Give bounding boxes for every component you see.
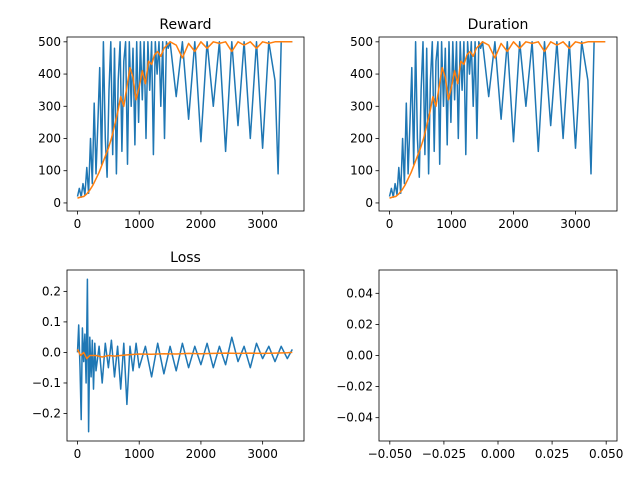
loss-frame [66, 269, 305, 442]
loss-xtick-label: 1000 [124, 447, 155, 461]
reward-ytick-label: 400 [38, 67, 61, 81]
empty-ytick-label: −0.02 [336, 380, 373, 394]
reward-axes: 0 1000 2000 3000 0 100 200 300 400 500 Reward [38, 17, 305, 231]
reward-ytick-label: 200 [38, 132, 61, 146]
loss-ytick-label: −0.1 [32, 376, 61, 390]
duration-frame [378, 36, 618, 212]
loss-xtick-label: 3000 [247, 447, 278, 461]
loss-ytick-label: 0.1 [42, 315, 61, 329]
empty-axes: −0.050 −0.025 0.000 0.025 0.050 −0.04 −0.02 0.0… [336, 269, 623, 461]
reward-title: Reward [159, 17, 211, 33]
empty-ytick-label: −0.04 [336, 411, 373, 425]
empty-ytick-label: 0.00 [346, 349, 373, 363]
duration-xtick-label: 2000 [498, 217, 529, 231]
empty-xtick-label: −0.050 [368, 447, 412, 461]
duration-series-raw-line [388, 41, 606, 198]
empty-xtick-label: 0.000 [481, 447, 515, 461]
reward-xtick-label: 3000 [247, 217, 278, 231]
loss-title: Loss [170, 250, 201, 266]
duration-ytick-label: 300 [350, 99, 373, 113]
duration-ytick-label: 400 [350, 67, 373, 81]
empty-xtick-label: −0.025 [422, 447, 466, 461]
reward-xtick-label: 2000 [186, 217, 217, 231]
loss-series-smoothed-line [76, 349, 293, 360]
empty-xtick-label: 0.025 [535, 447, 569, 461]
loss-series-raw-line [76, 278, 293, 433]
duration-ytick-label: 0 [365, 196, 373, 210]
reward-ytick-label: 0 [53, 196, 61, 210]
duration-title: Duration [468, 17, 529, 33]
loss-axes: 0 1000 2000 3000 −0.2 −0.1 0.0 0.1 0.2 Loss [32, 250, 305, 461]
duration-ytick-label: 500 [350, 35, 373, 49]
loss-xtick-label: 0 [74, 447, 82, 461]
duration-xtick-label: 3000 [560, 217, 591, 231]
duration-series-smoothed-line [389, 41, 606, 199]
reward-frame [66, 36, 305, 212]
reward-series-smoothed-line [77, 41, 293, 199]
empty-ytick-label: 0.04 [346, 286, 373, 300]
loss-ytick-label: 0.2 [42, 284, 61, 298]
empty-ytick-label: 0.02 [346, 317, 373, 331]
reward-xtick-label: 1000 [124, 217, 155, 231]
reward-xtick-label: 0 [74, 217, 82, 231]
loss-xtick-label: 2000 [186, 447, 217, 461]
duration-xtick-label: 0 [386, 217, 394, 231]
reward-ytick-label: 500 [38, 35, 61, 49]
duration-axes: 0 1000 2000 3000 0 100 200 300 400 500 Duration [350, 17, 618, 231]
duration-ytick-label: 100 [350, 164, 373, 178]
loss-ytick-label: −0.2 [32, 407, 61, 421]
empty-xtick-label: 0.050 [589, 447, 623, 461]
reward-series-raw-line [76, 41, 293, 198]
duration-ytick-label: 200 [350, 132, 373, 146]
duration-xtick-label: 1000 [436, 217, 467, 231]
loss-ytick-label: 0.0 [42, 345, 61, 359]
reward-ytick-label: 100 [38, 164, 61, 178]
reward-ytick-label: 300 [38, 99, 61, 113]
